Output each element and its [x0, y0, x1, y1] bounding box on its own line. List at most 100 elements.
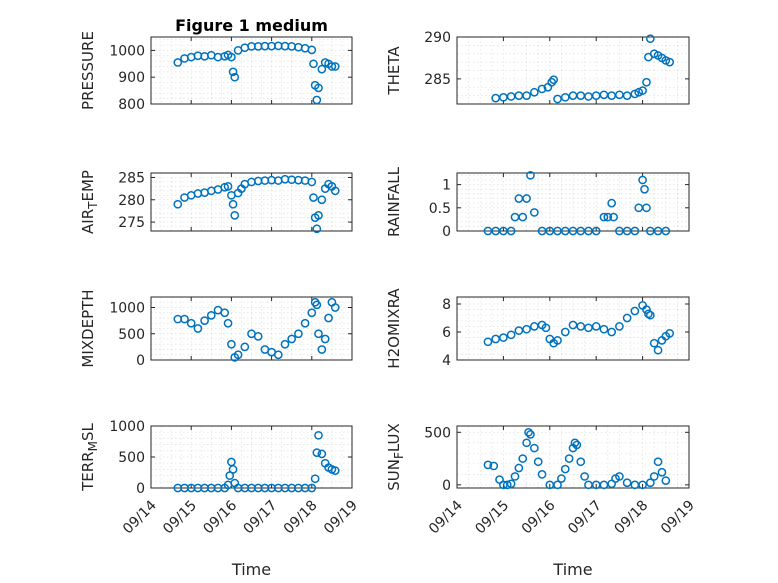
data-point: [653, 345, 663, 355]
x-tick-label: 09/14: [426, 497, 466, 537]
data-point: [307, 45, 317, 55]
grid-lines: [151, 426, 352, 488]
data-point: [549, 75, 559, 85]
data-point: [622, 91, 632, 100]
data-series: [483, 301, 675, 355]
data-point: [638, 175, 647, 185]
y-tick-label: 500: [424, 425, 451, 441]
axes-border: [456, 296, 690, 361]
x-tick-label: 09/18: [281, 498, 321, 538]
subplot-4: 0 0.5 1 RAINFALL: [385, 166, 690, 240]
data-point: [314, 211, 323, 220]
data-point: [312, 95, 322, 105]
data-point: [506, 330, 516, 340]
data-point: [173, 199, 183, 209]
x-tick-label: 09/16: [519, 497, 559, 537]
x-tick-label: 09/16: [200, 497, 240, 537]
x-axis-label: Time: [231, 560, 271, 579]
x-tick-label: 09/15: [472, 498, 512, 538]
data-point: [557, 474, 566, 483]
subplot-8: 0 500 09/14 09/15 09/16 09/17 09/18 09/19 SUNFLU…: [385, 423, 698, 579]
y-tick-label: 500: [118, 327, 145, 343]
y-tick-label: 290: [424, 30, 451, 46]
data-point: [522, 324, 531, 334]
y-tick-label: 0: [442, 478, 451, 494]
subplot-2: 285 290 THETA: [385, 30, 690, 105]
y-tick-label: 1000: [109, 419, 145, 435]
data-point: [560, 327, 570, 337]
y-axis-label: MIXDEPTH: [79, 289, 97, 367]
data-point: [564, 454, 574, 463]
y-tick-label: 0.5: [429, 201, 451, 217]
data-point: [230, 211, 240, 220]
data-point: [223, 182, 233, 191]
subplot-5: 0 500 1000 MIXDEPTH: [79, 289, 353, 369]
data-point: [638, 480, 647, 490]
y-tick-label: 8: [442, 297, 451, 313]
data-point: [541, 323, 551, 333]
y-axis-label: H2OMIXRA: [385, 288, 403, 369]
data-point: [529, 87, 539, 97]
axes-border: [456, 172, 690, 232]
data-point: [630, 306, 640, 316]
data-series: [491, 34, 675, 104]
data-point: [570, 438, 580, 448]
data-point: [537, 469, 547, 479]
y-axis-label: RAINFALL: [385, 166, 403, 237]
data-point: [533, 457, 543, 467]
data-point: [489, 461, 499, 471]
data-point: [607, 327, 617, 337]
data-point: [514, 463, 524, 473]
data-point: [300, 318, 310, 328]
data-point: [584, 323, 593, 333]
data-point: [330, 62, 340, 71]
grid-lines: [151, 297, 352, 360]
grid-lines: [457, 426, 689, 488]
data-point: [522, 438, 531, 448]
y-tick-label: 1000: [109, 43, 145, 59]
y-tick-label: 275: [118, 215, 145, 231]
data-point: [227, 339, 236, 349]
data-point: [320, 334, 330, 344]
data-point: [273, 350, 283, 360]
data-point: [661, 476, 671, 485]
y-axis-label: THETA: [385, 46, 403, 96]
y-axis-label: AIRTEMP: [79, 170, 100, 234]
data-point: [576, 322, 586, 331]
data-point: [220, 308, 230, 318]
grid-lines: [151, 173, 352, 231]
y-tick-label: 280: [118, 193, 145, 209]
data-point: [317, 449, 327, 459]
data-point: [568, 320, 578, 330]
data-point: [607, 198, 617, 208]
data-point: [529, 208, 539, 217]
data-point: [312, 224, 322, 234]
data-point: [642, 77, 651, 87]
data-point: [640, 184, 649, 194]
grid-lines: [457, 173, 689, 231]
data-point: [537, 84, 547, 94]
data-point: [642, 305, 651, 314]
data-point: [309, 59, 318, 69]
y-tick-label: 285: [424, 72, 451, 88]
data-point: [649, 338, 659, 348]
data-point: [603, 212, 613, 222]
data-point: [307, 483, 317, 493]
data-point: [645, 310, 655, 320]
axes-border: [456, 425, 690, 489]
subplot-6: 4 6 8 H2OMIXRA: [385, 288, 690, 369]
y-tick-label: 1000: [109, 301, 145, 317]
data-point: [657, 467, 667, 477]
data-point: [642, 203, 651, 213]
axes-border: [150, 296, 353, 361]
data-point: [622, 478, 632, 488]
data-point: [193, 324, 203, 333]
y-tick-label: 1: [442, 178, 451, 194]
y-tick-label: 0: [136, 481, 145, 497]
data-point: [312, 448, 322, 458]
y-tick-label: 6: [442, 325, 451, 341]
data-point: [307, 177, 317, 187]
data-point: [330, 303, 340, 312]
data-point: [228, 67, 238, 77]
